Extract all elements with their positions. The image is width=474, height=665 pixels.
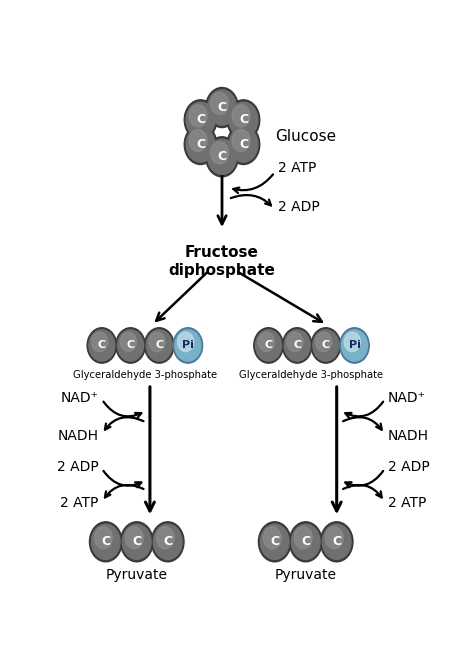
Ellipse shape (208, 139, 237, 174)
Ellipse shape (120, 522, 153, 562)
Ellipse shape (320, 522, 353, 562)
Text: C: C (332, 535, 341, 549)
Ellipse shape (290, 522, 322, 562)
Ellipse shape (292, 524, 320, 559)
Ellipse shape (283, 328, 312, 363)
Ellipse shape (154, 524, 182, 559)
Ellipse shape (284, 330, 310, 361)
Ellipse shape (186, 127, 215, 162)
Text: C: C (264, 340, 273, 350)
Text: Fructose
diphosphate: Fructose diphosphate (169, 245, 275, 278)
Ellipse shape (120, 332, 137, 352)
Ellipse shape (311, 328, 341, 363)
Ellipse shape (206, 137, 238, 177)
Ellipse shape (91, 332, 108, 352)
Text: C: C (239, 138, 248, 151)
Ellipse shape (156, 527, 174, 549)
Text: C: C (196, 113, 205, 126)
Ellipse shape (189, 130, 207, 152)
Ellipse shape (189, 105, 207, 127)
Ellipse shape (145, 328, 174, 363)
Ellipse shape (322, 524, 351, 559)
Text: NAD⁺: NAD⁺ (61, 391, 99, 405)
Ellipse shape (313, 330, 339, 361)
Ellipse shape (208, 90, 237, 125)
Ellipse shape (206, 88, 238, 128)
Text: C: C (218, 101, 227, 114)
Ellipse shape (229, 102, 258, 138)
Text: C: C (322, 340, 330, 350)
Text: C: C (163, 535, 173, 549)
Ellipse shape (173, 328, 202, 363)
Text: Glyceraldehyde 3-phosphate: Glyceraldehyde 3-phosphate (73, 370, 217, 380)
Text: Pi: Pi (348, 340, 360, 350)
Ellipse shape (91, 524, 120, 559)
Text: Glucose: Glucose (275, 128, 336, 144)
Ellipse shape (184, 100, 217, 140)
Text: C: C (155, 340, 163, 350)
Ellipse shape (184, 124, 217, 164)
Ellipse shape (227, 100, 260, 140)
Text: NADH: NADH (388, 428, 429, 442)
Text: C: C (239, 113, 248, 126)
Text: C: C (196, 138, 205, 151)
Ellipse shape (258, 332, 274, 352)
Ellipse shape (287, 332, 303, 352)
Ellipse shape (227, 124, 260, 164)
Text: 2 ATP: 2 ATP (60, 496, 99, 510)
Ellipse shape (149, 332, 165, 352)
Text: C: C (270, 535, 279, 549)
Ellipse shape (87, 328, 117, 363)
Ellipse shape (125, 527, 143, 549)
Text: 2 ADP: 2 ADP (388, 460, 429, 474)
Ellipse shape (210, 142, 228, 164)
Text: NAD⁺: NAD⁺ (388, 391, 426, 405)
Ellipse shape (325, 527, 343, 549)
Text: C: C (127, 340, 135, 350)
Ellipse shape (254, 328, 283, 363)
Ellipse shape (94, 527, 112, 549)
Text: C: C (132, 535, 141, 549)
Ellipse shape (175, 330, 201, 361)
Text: 2 ATP: 2 ATP (388, 496, 426, 510)
Ellipse shape (264, 527, 281, 549)
Ellipse shape (260, 524, 289, 559)
Text: Glyceraldehyde 3-phosphate: Glyceraldehyde 3-phosphate (239, 370, 383, 380)
Ellipse shape (229, 127, 258, 162)
Text: C: C (293, 340, 301, 350)
Ellipse shape (255, 330, 282, 361)
Ellipse shape (146, 330, 172, 361)
Ellipse shape (342, 330, 367, 361)
Ellipse shape (90, 522, 122, 562)
Ellipse shape (232, 130, 250, 152)
Ellipse shape (258, 522, 291, 562)
Ellipse shape (340, 328, 369, 363)
Ellipse shape (122, 524, 151, 559)
Text: 2 ATP: 2 ATP (278, 162, 316, 176)
Text: 2 ADP: 2 ADP (278, 200, 319, 214)
Text: C: C (301, 535, 310, 549)
Text: C: C (218, 150, 227, 164)
Ellipse shape (118, 330, 144, 361)
Text: Pyruvate: Pyruvate (106, 568, 168, 582)
Ellipse shape (294, 527, 312, 549)
Ellipse shape (210, 92, 228, 114)
Text: Pyruvate: Pyruvate (275, 568, 337, 582)
Ellipse shape (344, 332, 360, 352)
Text: C: C (101, 535, 110, 549)
Text: 2 ADP: 2 ADP (57, 460, 99, 474)
Ellipse shape (186, 102, 215, 138)
Ellipse shape (89, 330, 115, 361)
Ellipse shape (316, 332, 332, 352)
Text: Pi: Pi (182, 340, 194, 350)
Ellipse shape (116, 328, 145, 363)
Ellipse shape (178, 332, 194, 352)
Ellipse shape (152, 522, 184, 562)
Text: NADH: NADH (58, 428, 99, 442)
Ellipse shape (232, 105, 250, 127)
Text: C: C (98, 340, 106, 350)
